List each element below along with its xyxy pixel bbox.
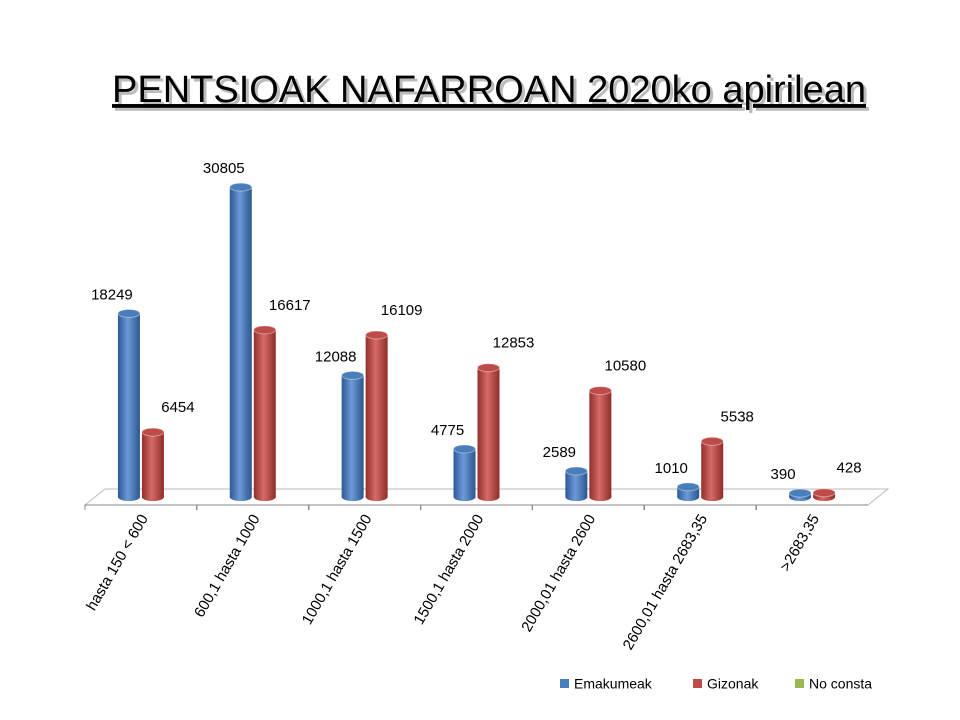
bar-top [477, 363, 500, 373]
legend-swatch [795, 679, 804, 688]
chart-title: PENTSIOAK NAFARROAN 2020ko apirilean [112, 69, 866, 111]
x-tick-label: >2683,35 [777, 511, 823, 574]
bar [701, 441, 724, 497]
bar [565, 470, 588, 497]
data-label: 16109 [381, 302, 423, 319]
x-tick-label: hasta 150 < 600 [83, 511, 152, 613]
data-label: 5538 [721, 408, 754, 425]
bar [365, 334, 388, 497]
bar-top [700, 436, 724, 446]
x-tick-label: 2600,01 hasta 2683,35 [620, 511, 711, 652]
bar [477, 363, 500, 501]
bar [253, 329, 276, 497]
bar-top [676, 482, 700, 492]
data-label: 12088 [315, 348, 357, 365]
data-label: 2589 [543, 444, 576, 461]
bar [365, 330, 389, 501]
x-tick-label: 600,1 hasta 1000 [191, 511, 264, 620]
x-tick-label: 1500,1 hasta 2000 [411, 511, 488, 627]
bar [341, 370, 365, 501]
bar [117, 313, 140, 497]
data-label: 4775 [431, 422, 464, 439]
legend-swatch [693, 679, 702, 688]
data-label: 18249 [91, 286, 133, 303]
data-label: 10580 [604, 358, 646, 375]
bar-top [588, 386, 612, 396]
bar [453, 448, 476, 497]
bar-top [253, 325, 277, 335]
bar-top [812, 488, 836, 498]
bar [229, 182, 253, 501]
bar-top [788, 488, 812, 498]
bar-top [564, 466, 588, 476]
x-tick-label: 1000,1 hasta 1500 [299, 511, 376, 627]
x-tick-label: 2000,01 hasta 2600 [518, 511, 599, 634]
legend-label: Gizonak [707, 676, 759, 692]
legend-label: Emakumeak [574, 676, 653, 692]
bar [141, 432, 164, 497]
bar [229, 187, 252, 498]
data-label: 1010 [655, 460, 688, 477]
bar-top [141, 427, 165, 437]
data-label: 428 [837, 460, 862, 477]
chart-title-shadow: PENTSIOAK NAFARROAN 2020ko apirilean [115, 72, 869, 114]
bar [453, 444, 476, 501]
bar [564, 466, 588, 501]
bar [341, 375, 364, 497]
bar [141, 427, 165, 501]
bar-top [365, 330, 389, 340]
bar [812, 488, 836, 501]
bar-top [341, 370, 365, 380]
legend-swatch [560, 679, 569, 688]
bar-top [229, 182, 253, 192]
bar [700, 436, 724, 501]
legend-label: No consta [809, 676, 872, 692]
bar [253, 325, 277, 501]
data-label: 12853 [493, 335, 535, 352]
bar [117, 308, 141, 501]
data-label: 390 [771, 466, 796, 483]
data-label: 6454 [161, 399, 194, 416]
bar [477, 367, 500, 497]
bar [589, 390, 612, 497]
data-label: 16617 [269, 297, 311, 314]
bar [588, 386, 612, 501]
bar [676, 482, 700, 501]
bar-top [117, 308, 141, 318]
bar-top [453, 444, 476, 454]
bar [677, 486, 700, 497]
bar [788, 488, 812, 501]
data-label: 30805 [203, 160, 245, 177]
